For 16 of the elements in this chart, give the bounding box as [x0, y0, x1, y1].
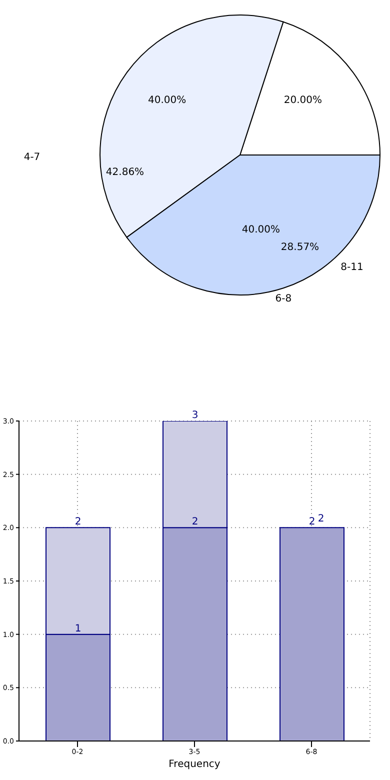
x-axis-title: Frequency: [168, 759, 220, 770]
text: 28.57%: [280, 242, 320, 253]
data-label: 1: [74, 623, 82, 634]
data-label: 20.00%: [284, 95, 322, 106]
text: 42.86%: [106, 167, 144, 178]
data-label: 2: [318, 514, 324, 525]
total-label: 3: [192, 410, 198, 421]
text: 8-11: [340, 262, 364, 273]
total-label: 2: [308, 516, 316, 528]
data-label: 2: [192, 516, 198, 528]
data-label: 40.00%: [242, 224, 280, 236]
data-label: 40.00%: [148, 95, 186, 106]
slice-label: 6-8: [275, 294, 292, 305]
text: 4-7: [24, 152, 40, 163]
total-label: 2: [74, 516, 82, 528]
bar: [280, 527, 344, 741]
